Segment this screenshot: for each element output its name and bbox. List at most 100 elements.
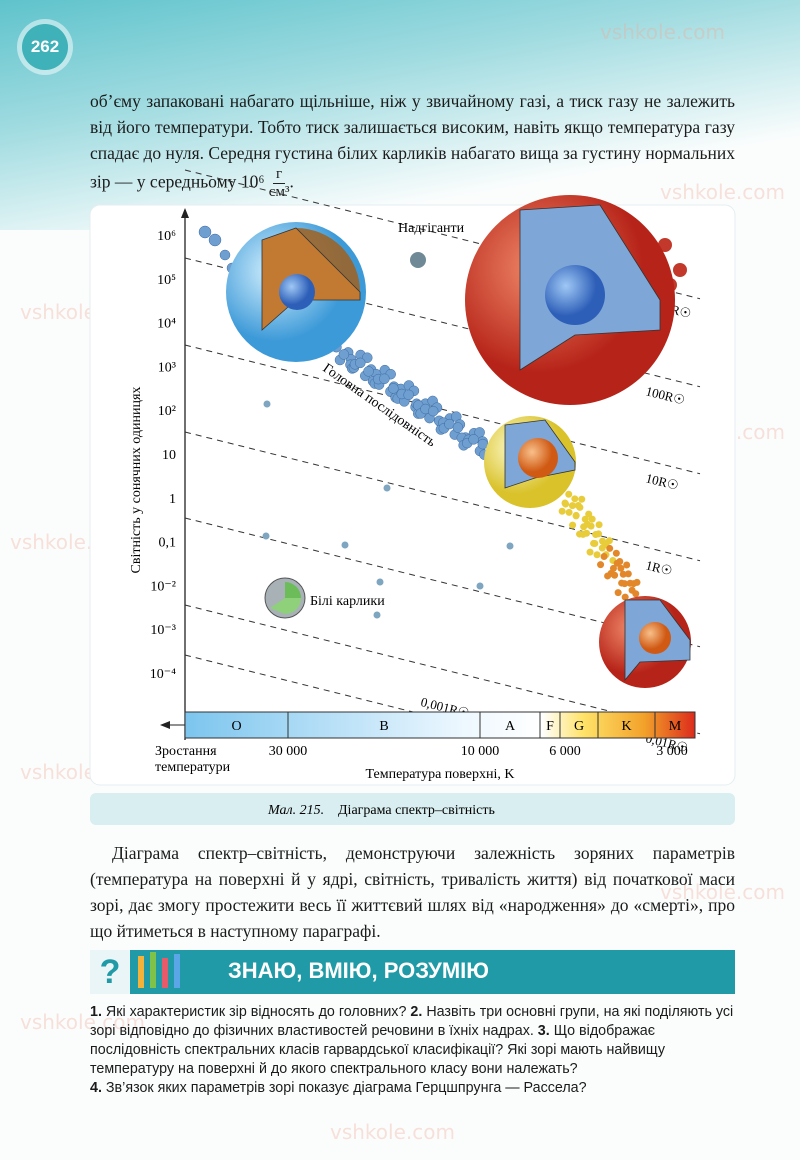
radius-line: [184, 431, 701, 562]
star-dot: [583, 529, 591, 537]
y-tick-label: 1: [169, 492, 176, 507]
section-icon: ?: [90, 950, 130, 994]
star-dot: [600, 553, 608, 561]
star-dot: [373, 611, 381, 619]
y-axis-label: Світність у сонячних одиницях: [129, 387, 144, 574]
fraction: г см³: [269, 166, 290, 201]
core: [545, 265, 605, 325]
star-dot: [569, 521, 577, 529]
y-tick-label: 10⁻³: [150, 623, 176, 638]
core: [518, 438, 558, 478]
x-axis-label: Температура поверхні, K: [365, 767, 514, 782]
star-dot: [403, 389, 414, 401]
caption-bar: [90, 793, 735, 825]
x-tick-label: 30 000: [269, 744, 308, 759]
star-dot: [612, 549, 620, 557]
star-dot: [376, 578, 384, 586]
star-dot: [576, 503, 584, 511]
text: об’єму запаковані набагато щільніше, ніж…: [90, 91, 735, 192]
spectral-class: K: [621, 719, 631, 734]
caption: Діаграма спектр–світність: [338, 803, 495, 818]
arrow: [181, 208, 189, 218]
star-dot: [614, 589, 622, 597]
star-dot: [613, 559, 621, 567]
star-dot: [617, 564, 625, 572]
hand-icon: [174, 954, 180, 988]
question-number: 3.: [537, 1023, 550, 1039]
question-text: Зв’язок яких параметрів зорі показує діа…: [105, 1080, 587, 1096]
star-dot: [198, 225, 212, 239]
y-tick-label: 0,1: [159, 536, 177, 551]
star-dot: [565, 508, 573, 516]
y-tick-label: 10²: [158, 404, 176, 419]
star-dot: [597, 561, 605, 569]
star-dot: [619, 570, 627, 578]
watermark: vshkole.com: [20, 1010, 145, 1034]
denominator: см³: [268, 184, 290, 200]
star-dot: [506, 542, 514, 550]
supergiants-label: Надгіганти: [398, 221, 465, 236]
text: .: [289, 171, 294, 192]
section-title: ЗНАЮ, ВМІЮ, РОЗУМІЮ: [228, 958, 489, 983]
spectral-class: B: [379, 719, 388, 734]
watermark: vshkole.com: [660, 180, 785, 204]
star-dot: [588, 515, 596, 523]
star-dot: [673, 263, 687, 277]
star-dot: [219, 249, 231, 261]
y-tick-label: 10⁴: [157, 317, 176, 332]
question-text: Що відображає послідовність спектральних…: [90, 1023, 665, 1077]
star-dot: [611, 571, 619, 579]
star-dot: [624, 570, 632, 578]
question-number: 1.: [90, 1004, 102, 1020]
star-dot: [388, 383, 399, 394]
questions: 1. Які характеристик зір відносять до го…: [90, 1003, 740, 1098]
density-power: 10⁶: [240, 171, 265, 192]
spectral-class: G: [574, 719, 584, 734]
star-dot: [263, 400, 271, 408]
intro-paragraph: об’єму запаковані набагато щільніше, ніж…: [90, 88, 735, 201]
question-text: Назвіть три основні групи, на які поділя…: [90, 1004, 734, 1039]
star-dot: [341, 541, 349, 549]
star-dot: [379, 373, 390, 385]
core: [279, 274, 315, 310]
star-dot: [262, 532, 270, 540]
spectral-class: A: [505, 719, 516, 734]
y-tick-label: 10³: [158, 360, 176, 375]
star-dot: [558, 507, 566, 515]
star-dot: [593, 551, 601, 559]
star-dot: [568, 502, 576, 510]
y-tick-label: 10⁻²: [150, 579, 176, 594]
star-dot: [632, 590, 640, 598]
cutaway: [285, 582, 301, 598]
white-dwarfs-label: Білі карлики: [310, 594, 385, 609]
star-dot: [363, 366, 374, 377]
question-number: 4.: [90, 1080, 102, 1096]
star-dot: [605, 537, 613, 545]
star-dot: [427, 405, 439, 417]
spectral-bar: [184, 711, 696, 739]
star-dot: [452, 422, 464, 433]
y-tick-label: 10⁻⁴: [150, 667, 176, 682]
core: [639, 622, 671, 654]
star-dot: [606, 544, 614, 552]
x-tick-label: 6 000: [549, 744, 581, 759]
star-dot: [621, 593, 629, 601]
star-dot: [355, 357, 366, 369]
x-tick-label: 3 000: [656, 744, 688, 759]
star-dot: [586, 548, 594, 556]
y-tick-label: 10: [162, 448, 176, 463]
cutaway: [270, 598, 301, 614]
star-dot: [477, 438, 489, 450]
x-tick-label: 10 000: [461, 744, 500, 759]
star-dot: [595, 521, 603, 529]
question-text: Які характеристик зір відносять до голов…: [105, 1004, 407, 1020]
page-number: 262: [22, 24, 68, 70]
star-dot: [562, 500, 570, 508]
body-paragraph: Діаграма спектр–світність, демонструючи …: [90, 843, 735, 941]
star-dot: [565, 490, 573, 498]
star-dot: [595, 530, 603, 538]
watermark: vshkole.com: [600, 20, 725, 44]
star-dot: [598, 544, 606, 552]
